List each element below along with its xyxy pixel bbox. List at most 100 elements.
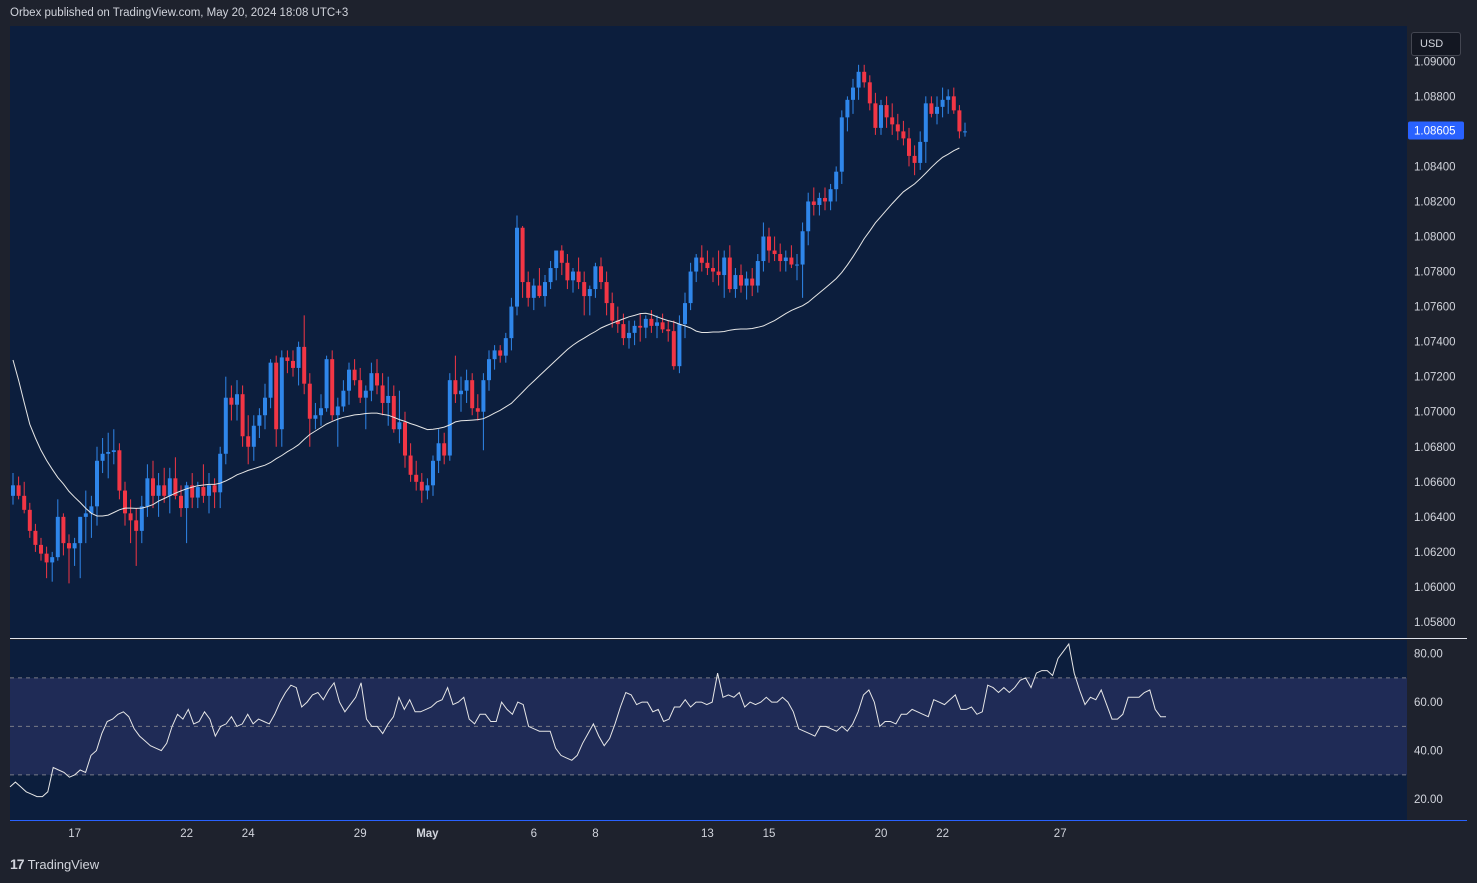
candle-body xyxy=(291,360,295,368)
price-tick-label: 1.06400 xyxy=(1414,512,1456,524)
candle-body xyxy=(509,306,514,339)
price-tick-label: 1.08400 xyxy=(1414,161,1456,173)
candle-body xyxy=(307,383,312,419)
candle-body xyxy=(660,322,665,330)
candle-body xyxy=(279,357,284,430)
candle-body xyxy=(823,197,827,202)
price-tick-label: 1.07200 xyxy=(1414,372,1456,384)
candle-body xyxy=(946,96,951,100)
candle-body xyxy=(419,481,424,491)
price-tick-label: 1.07800 xyxy=(1414,267,1456,279)
candle-body xyxy=(716,271,721,276)
candle-body xyxy=(67,543,71,549)
candle-body xyxy=(156,485,161,496)
candle-body xyxy=(767,236,771,251)
candle-body xyxy=(862,71,867,83)
candle-body xyxy=(167,478,172,496)
candle-body xyxy=(235,394,239,405)
time-tick-label: 22 xyxy=(180,828,193,840)
candle-body xyxy=(912,155,917,163)
currency-button[interactable]: USD xyxy=(1411,32,1461,56)
candle-body xyxy=(750,278,755,286)
candle-body xyxy=(61,516,66,544)
candle-body xyxy=(683,303,687,325)
price-tick-label: 1.06200 xyxy=(1414,547,1456,559)
candle-body xyxy=(515,227,519,307)
candle-body xyxy=(431,460,435,486)
price-tick-label: 1.06800 xyxy=(1414,442,1456,454)
candle-body xyxy=(436,443,441,461)
price-tick-label: 1.08200 xyxy=(1414,196,1456,208)
candle-body xyxy=(134,520,139,531)
candle-body xyxy=(330,359,335,416)
candle-body xyxy=(251,425,256,447)
candle-body xyxy=(727,257,732,290)
candle-body xyxy=(957,110,962,132)
time-tick-label: 24 xyxy=(242,828,255,840)
candle-body xyxy=(11,485,15,496)
candle-body xyxy=(761,236,766,262)
candle-body xyxy=(78,516,83,544)
candle-body xyxy=(408,455,413,475)
candle-body xyxy=(593,266,598,290)
time-tick-label: 22 xyxy=(936,828,949,840)
candle-body xyxy=(442,443,447,456)
candle-body xyxy=(207,485,211,496)
candle-body xyxy=(638,325,643,328)
candle-body xyxy=(302,346,307,384)
candle-body xyxy=(324,359,329,409)
candle-body xyxy=(358,380,363,398)
time-tick-label: 13 xyxy=(701,828,714,840)
candle-body xyxy=(627,332,631,339)
candle-body xyxy=(800,231,805,265)
candle-body xyxy=(179,495,183,509)
candle-body xyxy=(263,397,267,416)
candle-body xyxy=(599,266,603,283)
candle-body xyxy=(733,275,738,290)
candle-body xyxy=(498,350,503,356)
candle-body xyxy=(811,201,816,205)
candle-body xyxy=(50,557,55,563)
candle-body xyxy=(257,415,262,426)
candle-body xyxy=(649,318,654,326)
candle-body xyxy=(369,373,374,391)
price-tick-label: 1.05800 xyxy=(1414,617,1456,629)
candle-body xyxy=(582,282,587,297)
candle-body xyxy=(95,460,99,507)
candle-body xyxy=(918,141,923,163)
candle-body xyxy=(459,390,463,395)
candle-body xyxy=(380,385,385,403)
candle-body xyxy=(610,303,615,321)
candle-body xyxy=(16,485,21,496)
candle-body xyxy=(464,380,469,391)
candle-body xyxy=(347,369,351,391)
candle-body xyxy=(128,513,133,521)
price-tick-label: 1.07000 xyxy=(1414,407,1456,419)
candle-body xyxy=(666,329,671,332)
candle-body xyxy=(313,415,318,419)
candle-body xyxy=(795,264,799,266)
candle-body xyxy=(212,485,217,493)
last-price-badge xyxy=(1408,121,1464,140)
candle-body xyxy=(677,324,682,367)
candle-body xyxy=(520,227,525,283)
candle-body xyxy=(352,369,357,381)
candle-body xyxy=(744,278,749,286)
candle-body xyxy=(447,380,452,456)
candle-body xyxy=(139,506,144,531)
candle-body xyxy=(879,105,883,128)
candle-body xyxy=(240,394,245,437)
candle-body xyxy=(694,257,699,272)
candle-body xyxy=(481,380,486,412)
candle-body xyxy=(100,453,105,461)
time-tick-label: 20 xyxy=(875,828,888,840)
candle-body xyxy=(873,103,878,128)
chart-area[interactable]: 1.05800 1.06000 1.06200 1.06400 1.06600 1.068… xyxy=(0,26,1477,849)
candle-body xyxy=(33,530,38,545)
candle-body xyxy=(856,71,861,88)
candle-body xyxy=(722,257,727,276)
time-tick-label: 17 xyxy=(68,828,81,840)
candle-body xyxy=(72,543,77,549)
candle-body xyxy=(621,324,626,339)
candle-body xyxy=(963,131,967,133)
